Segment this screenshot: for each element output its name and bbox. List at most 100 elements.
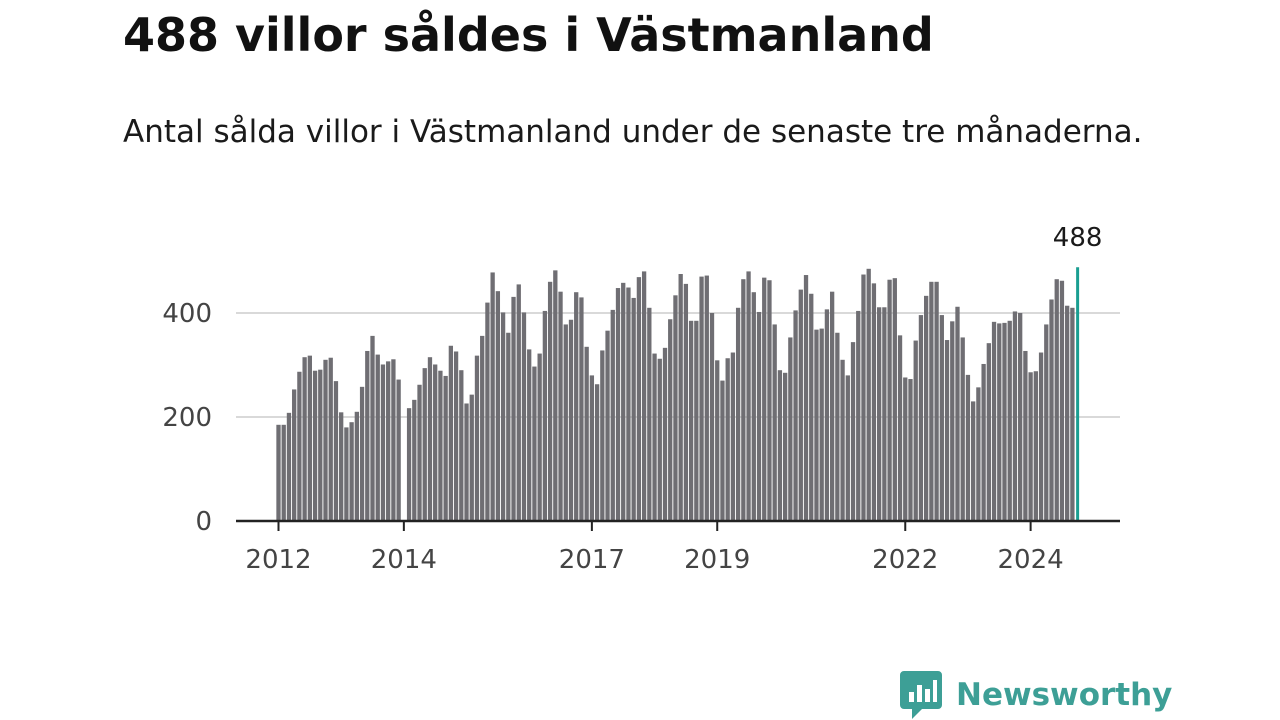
bar [835, 332, 840, 521]
bar [506, 332, 511, 521]
bar [1023, 350, 1028, 521]
y-tick-label: 200 [162, 403, 212, 433]
bar [495, 291, 501, 521]
bar [490, 272, 495, 521]
bar [704, 275, 709, 521]
bar [850, 342, 856, 521]
bar [1054, 279, 1059, 521]
brand-name: Newsworthy [956, 677, 1173, 713]
bar [318, 369, 323, 521]
bar [976, 387, 981, 521]
bar [735, 307, 741, 521]
bar [730, 352, 736, 521]
bar [292, 389, 297, 521]
bar [323, 359, 328, 521]
bar [547, 281, 553, 521]
bar [824, 309, 830, 521]
bar [521, 312, 527, 521]
bar [641, 271, 647, 521]
annotation: 488 [1053, 223, 1103, 253]
bar [924, 295, 929, 521]
bar [553, 270, 558, 521]
bar [688, 320, 694, 521]
bar [474, 355, 480, 521]
bar [527, 349, 532, 521]
bar [715, 360, 720, 521]
x-tick-label: 2014 [371, 545, 437, 575]
bar [480, 335, 485, 521]
bar [997, 323, 1002, 521]
bar [840, 359, 845, 521]
bar [1044, 324, 1049, 521]
bar [438, 370, 443, 521]
bar [516, 284, 521, 521]
bar [845, 375, 850, 521]
bar [1012, 311, 1018, 521]
bar [944, 340, 950, 521]
bar [344, 427, 349, 521]
newsworthy-chart-bubble-icon [900, 671, 942, 719]
bar [427, 357, 433, 521]
bar [866, 268, 871, 521]
x-tick-label: 2017 [559, 545, 625, 575]
bar [746, 271, 751, 521]
bar [756, 311, 762, 521]
bar [464, 403, 469, 521]
bar [762, 277, 767, 521]
bar [1059, 280, 1065, 521]
bar [897, 335, 903, 521]
bar [1049, 299, 1054, 521]
bar [302, 357, 307, 521]
bar [741, 279, 746, 521]
bar [621, 282, 626, 521]
bar [856, 310, 861, 521]
bar [312, 370, 318, 521]
bar [469, 394, 474, 521]
bar [375, 354, 380, 521]
y-tick-label: 400 [162, 299, 212, 329]
highlight-value-label: 488 [1053, 223, 1103, 253]
bar [500, 312, 506, 521]
bar [563, 324, 568, 521]
bar [354, 411, 359, 521]
bar [782, 372, 788, 521]
bar [725, 358, 730, 521]
bar [297, 371, 302, 521]
bar [610, 309, 615, 521]
bar [574, 292, 579, 521]
bar [647, 307, 652, 521]
bar [934, 281, 939, 521]
bar [913, 340, 918, 521]
bar [422, 368, 427, 521]
bar [908, 379, 913, 521]
bar [652, 353, 657, 521]
bar [1028, 372, 1033, 521]
bar [328, 357, 333, 521]
bar [558, 291, 563, 521]
bar [991, 321, 997, 521]
bar [950, 321, 955, 521]
bar [809, 293, 814, 521]
bar [903, 377, 908, 521]
highlight-bar [1076, 267, 1080, 521]
x-tick-label: 2012 [245, 545, 311, 575]
bar [281, 424, 286, 521]
bar [1070, 307, 1075, 521]
bar [349, 422, 354, 521]
bar [788, 337, 793, 521]
bar [767, 280, 772, 521]
bar [433, 364, 438, 521]
bar [380, 364, 386, 521]
x-tick-label: 2019 [684, 545, 750, 575]
bar [589, 375, 595, 521]
y-axis: 0 200 400 [162, 299, 212, 537]
bar [626, 287, 631, 521]
bar [793, 310, 798, 521]
bar [668, 319, 673, 521]
bar [877, 307, 882, 521]
chart-title: 488 villor såldes i Västmanland [123, 8, 934, 62]
y-tick-label: 0 [195, 507, 212, 537]
bar [417, 384, 422, 521]
bar [798, 289, 803, 521]
bar [339, 412, 344, 521]
